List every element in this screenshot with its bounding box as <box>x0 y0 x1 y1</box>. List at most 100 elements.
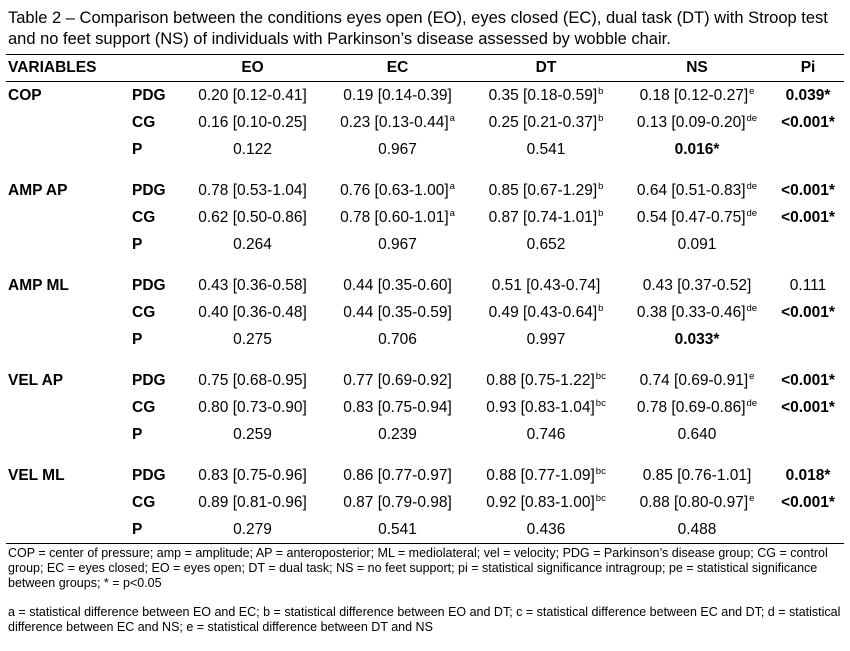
header-variables: VARIABLES <box>8 59 97 76</box>
value-text: 0.239 <box>378 425 417 443</box>
value-text: 0.77 [0.69-0.92] <box>343 371 452 389</box>
value-cell-ns: 0.85 [0.76-1.01] <box>622 462 772 489</box>
table-row: P 0.279 0.541 0.436 0.488 <box>6 516 845 544</box>
value-text: 0.43 [0.36-0.58] <box>198 276 307 294</box>
significance-superscript: bc <box>595 370 606 382</box>
section-spacer <box>6 163 844 177</box>
value-text: 0.87 [0.79-0.98] <box>343 493 452 511</box>
value-cell-eo: 0.20 [0.12-0.41] <box>180 82 325 110</box>
pi-cell <box>772 421 844 448</box>
value-cell-eo: 0.80 [0.73-0.90] <box>180 394 325 421</box>
table-row: VEL ML PDG 0.83 [0.75-0.96] 0.86 [0.77-0.97… <box>6 462 844 489</box>
value-cell-ns: 0.54 [0.47-0.75]de <box>622 204 772 231</box>
value-text: 0.13 [0.09-0.20] <box>636 113 746 131</box>
value-cell-ec: 0.19 [0.14-0.39] <box>325 82 470 110</box>
significance-superscript: bc <box>595 492 606 504</box>
variable-name-cell: AMP ML <box>8 276 69 294</box>
pi-cell <box>772 136 844 163</box>
value-cell-ec: 0.83 [0.75-0.94] <box>325 394 470 421</box>
value-cell-ns: 0.88 [0.80-0.97]e <box>622 489 772 516</box>
variable-name-cell <box>6 299 126 326</box>
value-text: 0.967 <box>378 140 417 158</box>
value-cell-ns: 0.640 <box>622 421 772 448</box>
value-cell-dt: 0.997 <box>470 326 622 353</box>
value-cell-ns: 0.64 [0.51-0.83]de <box>622 177 772 204</box>
value-cell-eo: 0.40 [0.36-0.48] <box>180 299 325 326</box>
value-cell-ec: 0.967 <box>325 231 470 258</box>
value-text: 0.83 [0.75-0.96] <box>198 466 307 484</box>
value-text: 0.38 [0.33-0.46] <box>636 303 746 321</box>
pi-cell <box>772 326 844 353</box>
value-text: 0.35 [0.18-0.59] <box>488 86 598 104</box>
value-text: 0.16 [0.10-0.25] <box>198 113 307 131</box>
value-cell-eo: 0.264 <box>180 231 325 258</box>
value-text: 0.279 <box>233 520 272 538</box>
table-caption: Table 2 – Comparison between the conditi… <box>8 9 828 48</box>
value-text: 0.88 [0.75-1.22] <box>486 371 595 389</box>
variable-name-cell <box>6 421 126 448</box>
variable-name-cell <box>6 489 126 516</box>
value-cell-ns: 0.78 [0.69-0.86]de <box>622 394 772 421</box>
pi-cell: <0.001* <box>781 181 835 199</box>
value-text: 0.83 [0.75-0.94] <box>343 398 452 416</box>
value-text: 0.43 [0.37-0.52] <box>642 276 752 294</box>
value-text: 0.88 [0.77-1.09] <box>486 466 595 484</box>
value-cell-ec: 0.87 [0.79-0.98] <box>325 489 470 516</box>
variable-name-cell: COP <box>8 86 42 104</box>
significance-superscript: e <box>749 492 755 504</box>
variable-name-cell <box>6 516 126 544</box>
group-cell: P <box>132 520 143 538</box>
value-text: 0.967 <box>378 235 417 253</box>
value-cell-ec: 0.44 [0.35-0.60] <box>325 272 470 299</box>
value-cell-ec: 0.967 <box>325 136 470 163</box>
variable-name-cell <box>6 326 126 353</box>
group-cell: CG <box>132 493 156 511</box>
value-text: 0.85 [0.67-1.29] <box>488 181 598 199</box>
value-cell-ns: 0.033* <box>622 326 772 353</box>
value-cell-ns: 0.488 <box>622 516 772 544</box>
pi-cell: 0.111 <box>789 276 827 294</box>
variable-name-cell: VEL AP <box>8 371 64 389</box>
value-text: 0.54 [0.47-0.75] <box>636 208 746 226</box>
pi-cell: <0.001* <box>781 303 835 321</box>
table-row: CG 0.16 [0.10-0.25] 0.23 [0.13-0.44]a 0.25 … <box>6 109 844 136</box>
table-row: AMP ML PDG 0.43 [0.36-0.58] 0.44 [0.35-0.60… <box>6 272 844 299</box>
group-cell: PDG <box>132 181 166 199</box>
value-cell-eo: 0.75 [0.68-0.95] <box>180 367 325 394</box>
group-cell: P <box>132 235 143 253</box>
value-cell-ns: 0.016* <box>622 136 772 163</box>
footnote-abbreviations: COP = center of pressure; amp = amplitud… <box>8 546 828 590</box>
group-cell: P <box>132 425 143 443</box>
value-text: 0.49 [0.43-0.64] <box>488 303 598 321</box>
value-text: 0.652 <box>526 235 566 253</box>
section-spacer <box>6 353 844 367</box>
value-text: 0.016* <box>674 140 720 158</box>
comparison-table: VARIABLES EO EC DT NS Pi COP PDG 0.20 [0.1… <box>6 54 845 544</box>
significance-superscript: b <box>598 112 604 124</box>
pi-cell: <0.001* <box>781 208 835 226</box>
section-spacer <box>6 258 844 272</box>
value-cell-eo: 0.89 [0.81-0.96] <box>180 489 325 516</box>
value-text: 0.541 <box>378 520 417 538</box>
significance-superscript: e <box>749 85 755 97</box>
value-text: 0.091 <box>677 235 717 253</box>
significance-superscript: e <box>749 370 755 382</box>
value-text: 0.51 [0.43-0.74] <box>491 276 601 294</box>
value-text: 0.18 [0.12-0.27] <box>639 86 749 104</box>
variable-name-cell <box>6 394 126 421</box>
value-text: 0.23 [0.13-0.44] <box>340 113 449 131</box>
significance-superscript: de <box>746 302 758 314</box>
value-text: 0.44 [0.35-0.59] <box>343 303 452 321</box>
value-cell-dt: 0.85 [0.67-1.29]b <box>470 177 622 204</box>
variable-name-cell: AMP AP <box>8 181 68 199</box>
value-text: 0.76 [0.63-1.00] <box>340 181 449 199</box>
value-text: 0.40 [0.36-0.48] <box>198 303 307 321</box>
value-text: 0.25 [0.21-0.37] <box>488 113 598 131</box>
value-cell-dt: 0.25 [0.21-0.37]b <box>470 109 622 136</box>
table-row: CG 0.89 [0.81-0.96] 0.87 [0.79-0.98] 0.92 [… <box>6 489 844 516</box>
value-cell-ec: 0.706 <box>325 326 470 353</box>
pi-cell: <0.001* <box>781 371 835 389</box>
value-text: 0.64 [0.51-0.83] <box>636 181 746 199</box>
value-cell-ns: 0.13 [0.09-0.20]de <box>622 109 772 136</box>
table-row: VEL AP PDG 0.75 [0.68-0.95] 0.77 [0.69-0.92… <box>6 367 844 394</box>
